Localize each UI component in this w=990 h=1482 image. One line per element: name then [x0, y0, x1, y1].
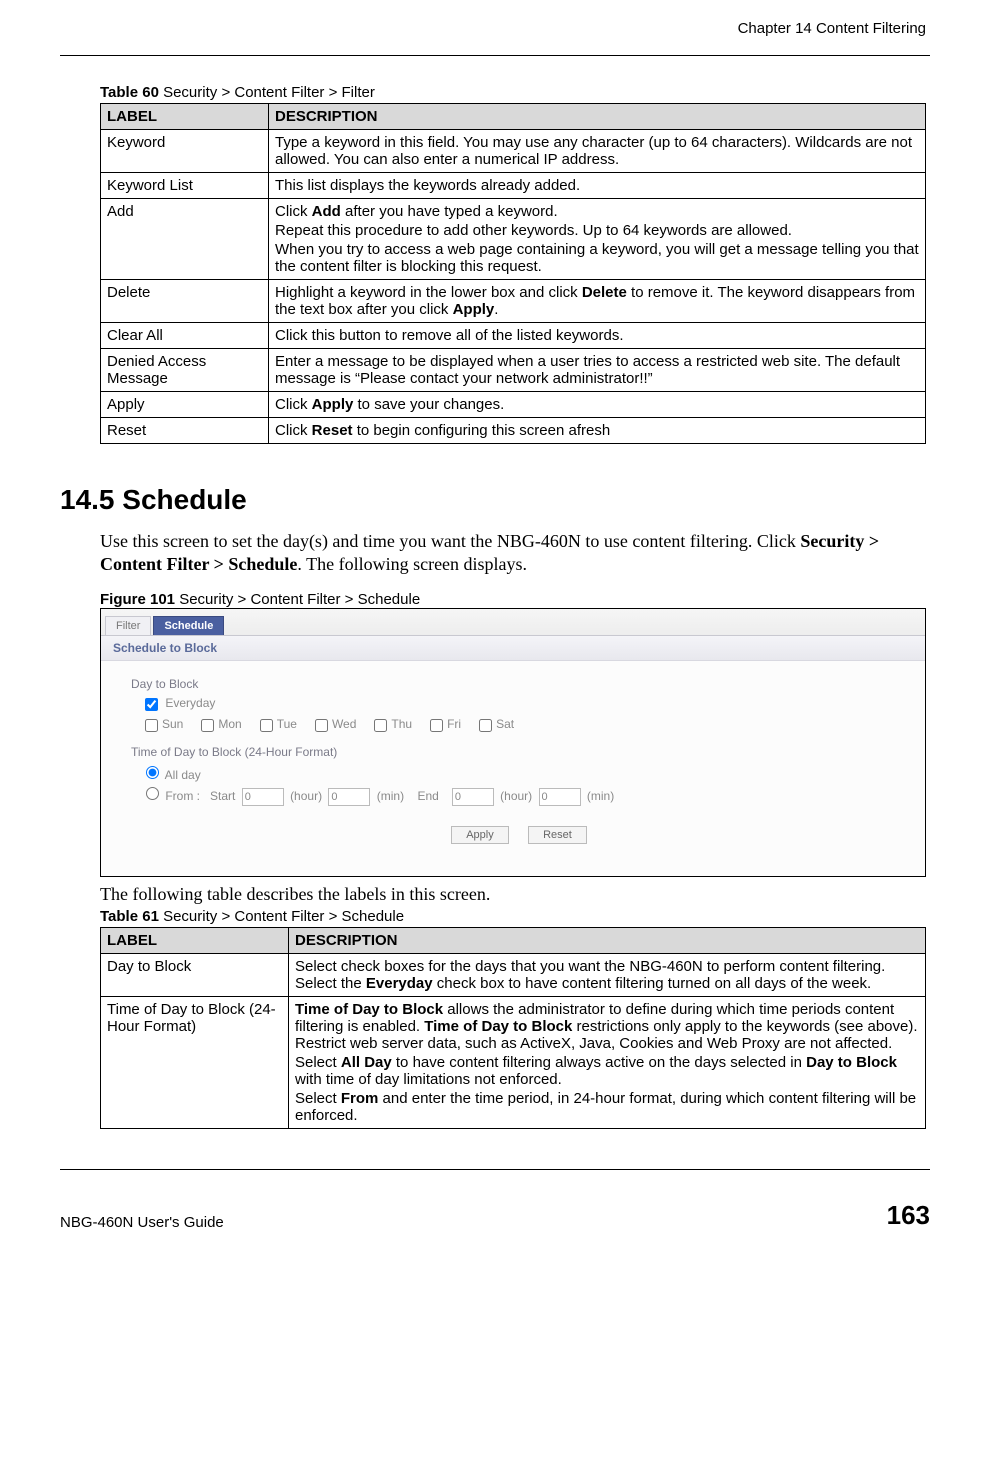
table60-header-label: LABEL [101, 104, 269, 130]
day-label-thu: Thu [391, 717, 412, 731]
figure-caption: Figure 101 Security > Content Filter > S… [100, 591, 930, 608]
table-cell-desc: Click Reset to begin configuring this sc… [269, 418, 926, 444]
table-cell-label: Time of Day to Block (24-Hour Format) [101, 997, 289, 1129]
table-cell-desc: Select check boxes for the days that you… [289, 954, 926, 997]
checkbox-day-fri[interactable] [430, 719, 443, 732]
end-min-input[interactable] [539, 788, 581, 806]
table61-header-label: LABEL [101, 928, 289, 954]
figure-screenshot: Filter Schedule Schedule to Block Day to… [100, 608, 926, 877]
end-label: End [417, 789, 438, 803]
table-cell-label: Day to Block [101, 954, 289, 997]
after-figure-text: The following table describes the labels… [100, 883, 930, 906]
table-row: Clear AllClick this button to remove all… [101, 323, 926, 349]
table60-caption-number: Table 60 [100, 84, 159, 101]
chapter-header: Chapter 14 Content Filtering [60, 20, 930, 37]
table-row: Day to BlockSelect check boxes for the d… [101, 954, 926, 997]
checkbox-everyday[interactable] [145, 698, 158, 711]
day-to-block-label: Day to Block [131, 677, 907, 691]
end-min-unit: (min) [587, 789, 614, 803]
checkbox-day-mon[interactable] [201, 719, 214, 732]
table60: LABEL DESCRIPTION KeywordType a keyword … [100, 103, 926, 444]
start-min-input[interactable] [328, 788, 370, 806]
panel-title: Schedule to Block [101, 636, 925, 661]
figure-apply-button[interactable]: Apply [451, 826, 509, 844]
table-cell-desc: Time of Day to Block allows the administ… [289, 997, 926, 1129]
table-row: ResetClick Reset to begin configuring th… [101, 418, 926, 444]
start-label: Start [210, 789, 235, 803]
start-hour-unit: (hour) [290, 789, 322, 803]
section-heading: 14.5 Schedule [60, 484, 930, 516]
table61-caption: Table 61 Security > Content Filter > Sch… [100, 908, 926, 925]
table61-header-desc: DESCRIPTION [289, 928, 926, 954]
everyday-label: Everyday [165, 696, 215, 710]
table-cell-desc: Highlight a keyword in the lower box and… [269, 280, 926, 323]
section-intro-pre: Use this screen to set the day(s) and ti… [100, 531, 800, 551]
checkbox-day-tue[interactable] [260, 719, 273, 732]
day-label-wed: Wed [332, 717, 356, 731]
all-day-label: All day [165, 768, 201, 782]
table-cell-desc: Click this button to remove all of the l… [269, 323, 926, 349]
tab-row: Filter Schedule [101, 609, 925, 636]
table-cell-label: Reset [101, 418, 269, 444]
table-row: KeywordType a keyword in this field. You… [101, 130, 926, 173]
figure-caption-number: Figure 101 [100, 591, 175, 608]
table-row: Keyword ListThis list displays the keywo… [101, 173, 926, 199]
header-rule [60, 55, 930, 56]
day-label-tue: Tue [277, 717, 297, 731]
day-label-sat: Sat [496, 717, 514, 731]
footer-guide-name: NBG-460N User's Guide [60, 1214, 224, 1231]
section-intro: Use this screen to set the day(s) and ti… [100, 530, 930, 577]
radio-from[interactable] [146, 787, 159, 800]
table60-caption-text: Security > Content Filter > Filter [159, 84, 375, 101]
day-label-mon: Mon [218, 717, 241, 731]
checkbox-day-thu[interactable] [374, 719, 387, 732]
table-cell-desc: Enter a message to be displayed when a u… [269, 349, 926, 392]
end-hour-input[interactable] [452, 788, 494, 806]
table-cell-label: Clear All [101, 323, 269, 349]
footer-page-number: 163 [887, 1200, 930, 1231]
time-of-day-label: Time of Day to Block (24-Hour Format) [131, 745, 907, 759]
table-cell-desc: This list displays the keywords already … [269, 173, 926, 199]
checkbox-day-sun[interactable] [145, 719, 158, 732]
table-cell-label: Add [101, 199, 269, 280]
table60-caption: Table 60 Security > Content Filter > Fil… [100, 84, 926, 101]
end-hour-unit: (hour) [500, 789, 532, 803]
table-row: Denied Access MessageEnter a message to … [101, 349, 926, 392]
from-label: From : [165, 789, 200, 803]
tab-schedule[interactable]: Schedule [153, 616, 224, 635]
radio-all-day[interactable] [146, 766, 159, 779]
table-row: DeleteHighlight a keyword in the lower b… [101, 280, 926, 323]
table-row: ApplyClick Apply to save your changes. [101, 392, 926, 418]
table-row: AddClick Add after you have typed a keyw… [101, 199, 926, 280]
table-cell-label: Denied Access Message [101, 349, 269, 392]
table-cell-desc: Type a keyword in this field. You may us… [269, 130, 926, 173]
day-label-sun: Sun [162, 717, 183, 731]
section-intro-post: . The following screen displays. [297, 554, 527, 574]
footer-rule [60, 1169, 930, 1170]
start-hour-input[interactable] [242, 788, 284, 806]
table61-caption-text: Security > Content Filter > Schedule [159, 908, 404, 925]
table-cell-desc: Click Add after you have typed a keyword… [269, 199, 926, 280]
table60-header-desc: DESCRIPTION [269, 104, 926, 130]
checkbox-day-wed[interactable] [315, 719, 328, 732]
table-row: Time of Day to Block (24-Hour Format)Tim… [101, 997, 926, 1129]
checkbox-day-sat[interactable] [479, 719, 492, 732]
tab-filter[interactable]: Filter [105, 616, 151, 635]
table-cell-label: Delete [101, 280, 269, 323]
table-cell-desc: Click Apply to save your changes. [269, 392, 926, 418]
table-cell-label: Apply [101, 392, 269, 418]
start-min-unit: (min) [377, 789, 404, 803]
figure-reset-button[interactable]: Reset [528, 826, 587, 844]
day-label-fri: Fri [447, 717, 461, 731]
table61-caption-number: Table 61 [100, 908, 159, 925]
table61: LABEL DESCRIPTION Day to BlockSelect che… [100, 927, 926, 1129]
table-cell-label: Keyword List [101, 173, 269, 199]
figure-caption-text: Security > Content Filter > Schedule [175, 591, 420, 608]
table-cell-label: Keyword [101, 130, 269, 173]
